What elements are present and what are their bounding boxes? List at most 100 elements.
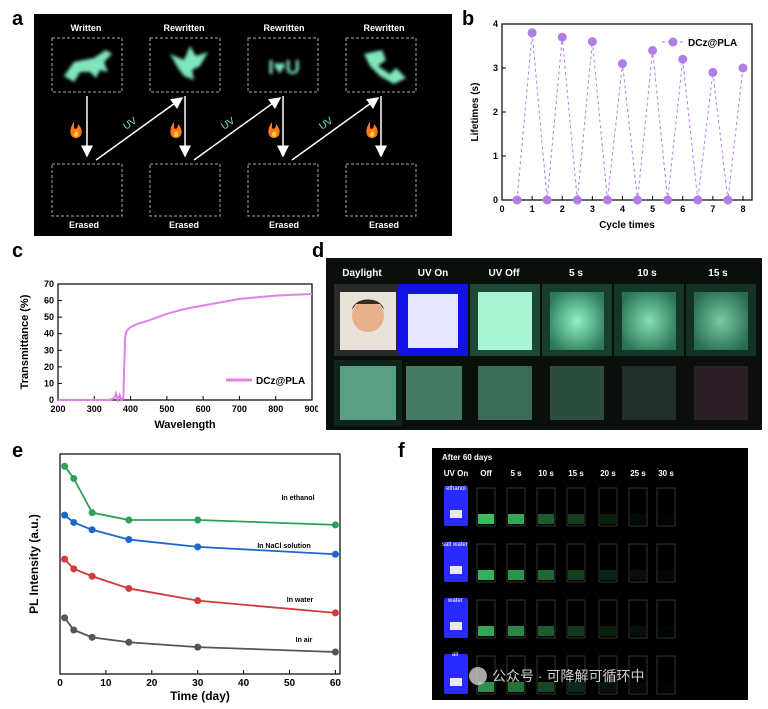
x-tick-label: 5 [650,204,655,214]
y-tick-label: 2 [493,107,498,117]
y-tick-label: 40 [44,329,54,339]
series-annotation: In air [296,637,313,644]
panel-f-svg: After 60 days UV On Off 5 s 10 s 15 s 20… [442,453,676,695]
cuvette [476,543,496,583]
data-point [331,521,339,529]
x-tick-label: 300 [87,404,102,414]
f-col-25s: 25 s [630,469,646,478]
d-uv-off-sample [478,292,532,350]
x-tick-label: 500 [159,404,174,414]
f-col-15s: 15 s [568,469,584,478]
f-col-10s: 10 s [538,469,554,478]
cuvette-glow [538,682,554,692]
data-point [194,543,202,551]
legend-label: DCz@PLA [688,38,737,49]
data-point [708,67,718,77]
d-col-label-uv-on: UV On [418,268,449,279]
panel-label-e: e [12,440,24,462]
panel-c-chart: 200 300 400 500 600 700 800 900 0 10 20 30 40 50 60 70 W… [14,262,320,442]
cuvette-glow [478,514,494,524]
data-point [70,518,78,526]
d-row2-sample-5 [622,366,676,420]
cuvette-glow [508,514,524,524]
f-col-20s: 20 s [600,469,616,478]
panel-e-chart: 0 10 20 30 40 50 60 Time (day) PL Intensity (a.u… [14,446,350,704]
series-annotation: In NaCl solution [257,543,310,550]
cuvette-glow [508,682,524,692]
data-point [61,462,69,470]
d-col-label-daylight: Daylight [342,268,382,279]
data-point [557,32,567,42]
f-col-30s: 30 s [658,469,674,478]
d-row2-sample-2 [406,366,462,420]
data-point [61,614,69,622]
data-point [512,195,522,205]
flame-icon [170,122,182,138]
legend-marker [668,37,678,47]
a-horse-pattern [64,50,112,82]
cuvette-glow [630,514,646,524]
series-annotation: In water [287,597,314,604]
data-point [331,609,339,617]
data-point [633,195,643,205]
uv-cuvette [444,486,468,526]
data-point [70,626,78,634]
f-col-uv-on: UV On [444,469,469,478]
cuvette-glow [658,514,674,524]
data-point [572,195,582,205]
flame-icon [268,122,280,138]
cuvette-glow [600,514,616,524]
data-point [542,195,552,205]
a-iloveu-pattern: I♥U [268,57,300,79]
cuvette [506,487,526,527]
y-tick-label: 4 [493,19,498,29]
d-15s-sample [694,292,748,350]
cuvette-glow [630,682,646,692]
flame-icon [70,122,82,138]
panel-label-c: c [12,240,24,262]
uv-cuvette-glow [450,622,462,630]
a-label-rewritten-3: Rewritten [363,23,404,33]
cuvette-glow [568,570,584,580]
data-point [194,516,202,524]
a-bird-pattern [170,46,208,80]
cuvette [476,599,496,639]
x-tick-label: 700 [232,404,247,414]
panel-b-svg: 0 1 2 3 4 5 6 7 8 0 1 2 3 4 Cycle times Lifetimes (s) DC… [470,19,753,231]
uv-cuvette-glow [450,566,462,574]
series-line [63,558,336,614]
panel-label-a: a [12,8,24,30]
a-map-pattern [364,50,406,84]
cuvette [566,599,586,639]
y-axis-label: PL Intensity (a.u.) [27,514,41,614]
x-tick-label: 7 [710,204,715,214]
y-tick-label: 0 [493,195,498,205]
cuvette [506,655,526,695]
series-line [58,292,313,404]
x-tick-label: 8 [740,204,745,214]
d-col-label-15s: 15 s [708,268,728,279]
data-point [125,536,133,544]
a-label-erased-1: Erased [69,220,99,230]
cuvette [536,543,556,583]
cuvette-glow [630,570,646,580]
x-tick-label: 0 [57,678,63,689]
cuvette [628,655,648,695]
x-tick-label: 3 [590,204,595,214]
data-point [738,63,748,73]
a-bottom-box-2 [149,163,221,217]
legend-label: DCz@PLA [256,376,305,387]
panel-f-photo-grid: After 60 days UV On Off 5 s 10 s 15 s 20… [432,448,748,700]
y-tick-label: 0 [49,395,54,405]
x-axis-label: Cycle times [599,220,655,231]
a-write-arrow-3 [291,97,380,161]
d-col-label-5s: 5 s [569,268,583,279]
cuvette-glow [538,626,554,636]
x-tick-label: 200 [50,404,65,414]
data-point [88,509,96,517]
y-tick-label: 20 [44,362,54,372]
uv-cuvette [444,598,468,638]
cuvette [566,543,586,583]
cuvette [656,599,676,639]
panel-e-svg: 0 10 20 30 40 50 60 Time (day) PL Intensity (a.u… [27,453,341,703]
